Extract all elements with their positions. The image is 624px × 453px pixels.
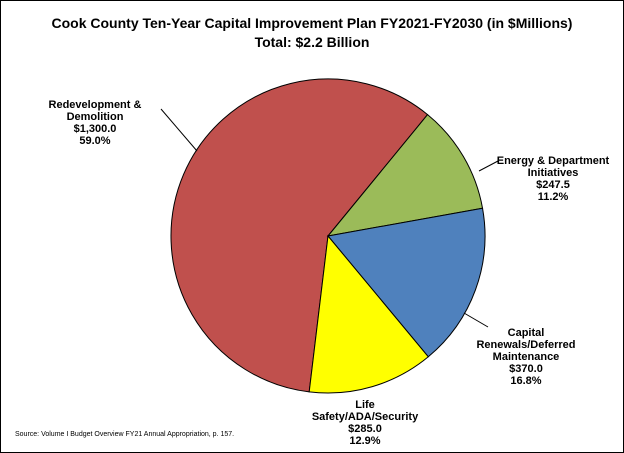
label-life-safety-value: $285.0 [348,423,382,435]
label-energy-percent: 11.2% [537,191,569,203]
chart-title: Cook County Ten-Year Capital Improvement… [51,15,573,31]
label-redevelopment-value: $1,300.0 [73,123,117,135]
label-life-safety-percent: 12.9% [349,435,381,447]
leader-redevelopment [160,108,198,152]
label-energy-name: Energy & Department Initiatives [496,155,610,179]
label-energy-value: $247.5 [536,179,570,191]
label-life-safety: Life Safety/ADA/Security $285.0 12.9% [299,399,431,447]
leader-capital-renewals [463,312,489,328]
label-capital-renewals-percent: 16.8% [510,375,542,387]
label-redevelopment-name: Redevelopment & Demolition [48,99,142,123]
chart-subtitle: Total: $2.2 Billion [254,34,370,50]
label-life-safety-name: Life Safety/ADA/Security [311,399,419,423]
label-capital-renewals-name: Capital Renewals/Deferred Maintenance [476,327,576,363]
slice-energy [326,113,484,237]
label-redevelopment: Redevelopment & Demolition $1,300.0 59.0… [31,99,159,147]
label-capital-renewals-value: $370.0 [509,363,543,375]
slice-capital-renewals [327,207,486,358]
slice-redevelopment [170,78,429,393]
label-redevelopment-percent: 59.0% [79,135,111,147]
label-capital-renewals: Capital Renewals/Deferred Maintenance $3… [461,327,591,387]
source-note: Source: Volume I Budget Overview FY21 An… [15,431,235,438]
label-energy: Energy & Department Initiatives $247.5 1… [487,155,619,203]
leader-energy [478,160,499,172]
slice-life-safety [308,234,430,394]
